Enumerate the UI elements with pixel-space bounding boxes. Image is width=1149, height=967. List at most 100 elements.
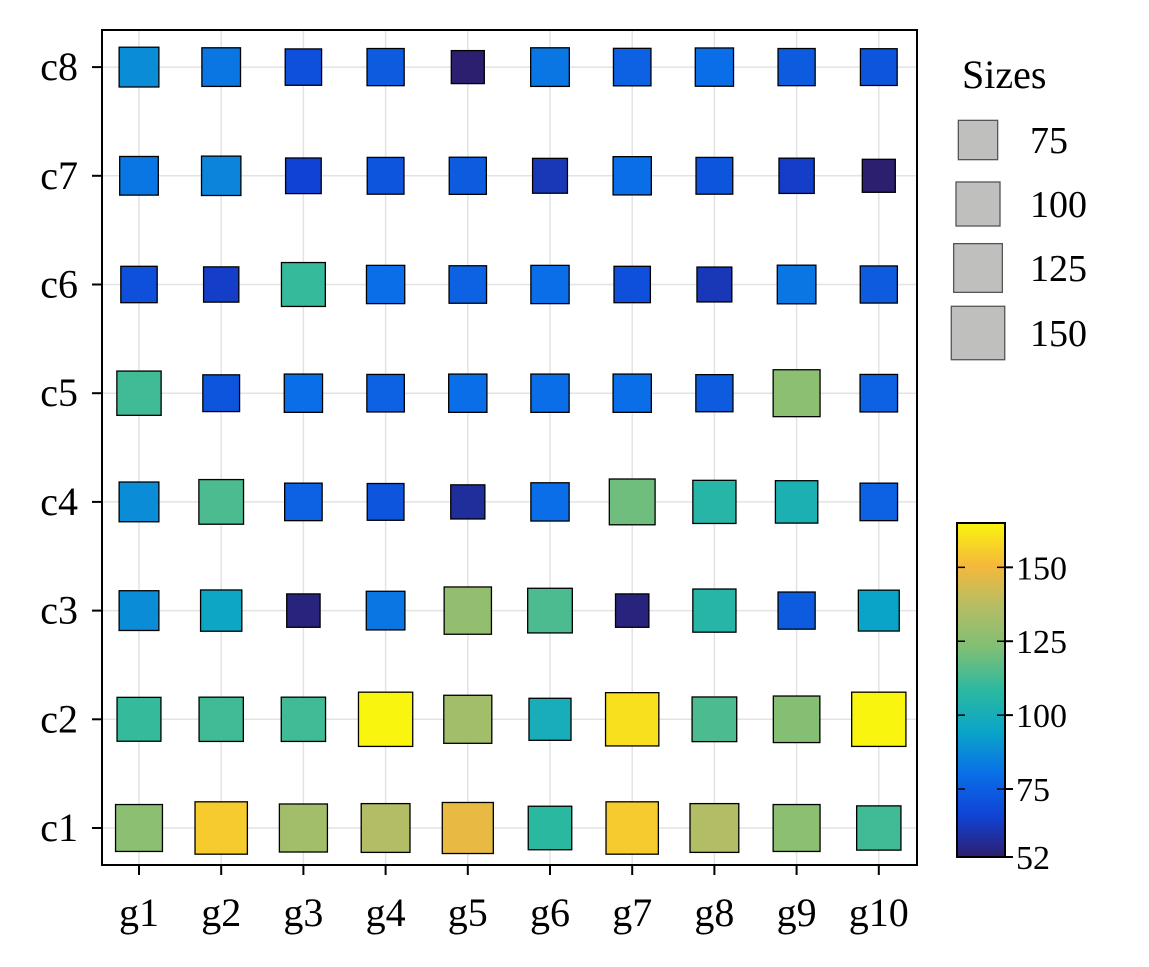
marker-c1-g7 — [605, 801, 660, 855]
size-legend-label-125: 125 — [1030, 248, 1087, 290]
x-tick-label-g5: g5 — [448, 890, 488, 935]
marker-c8-g2 — [201, 47, 242, 88]
marker-c8-g1 — [118, 46, 160, 88]
colorbar-tick-label-52: 52 — [1016, 840, 1050, 877]
marker-c6-g2 — [202, 266, 240, 303]
marker-c4-g3 — [283, 482, 323, 522]
marker-c8-g6 — [530, 47, 570, 88]
x-tick-label-g8: g8 — [694, 890, 734, 935]
marker-c2-g4 — [357, 691, 414, 748]
marker-c3-g3 — [286, 593, 321, 628]
marker-c7-g1 — [119, 155, 159, 196]
marker-c4-g1 — [118, 481, 160, 523]
x-tick-label-g2: g2 — [201, 890, 241, 935]
marker-c7-g10 — [861, 158, 896, 193]
marker-c1-g2 — [194, 801, 249, 855]
marker-c3-g4 — [365, 590, 406, 631]
marker-c1-g4 — [360, 802, 411, 854]
marker-c8-g8 — [694, 47, 735, 87]
marker-c2-g2 — [198, 696, 244, 743]
marker-c7-g6 — [531, 157, 569, 194]
x-tick-label-g7: g7 — [612, 890, 652, 935]
marker-c3-g2 — [199, 589, 243, 632]
marker-c1-g10 — [856, 805, 902, 851]
size-legend-marker-150 — [950, 305, 1006, 361]
marker-c1-g3 — [278, 803, 329, 853]
marker-c3-g9 — [777, 591, 816, 630]
marker-c7-g7 — [612, 156, 652, 196]
marker-c8-g3 — [284, 48, 323, 86]
y-tick-label-c4: c4 — [40, 479, 78, 524]
marker-c6-g9 — [776, 264, 817, 305]
y-tick-label-c2: c2 — [40, 696, 78, 741]
marker-c6-g3 — [280, 261, 327, 308]
y-tick-label-c7: c7 — [40, 153, 78, 198]
marker-c5-g5 — [448, 373, 488, 413]
size-legend-label-100: 100 — [1030, 184, 1087, 226]
marker-c3-g7 — [614, 593, 650, 628]
marker-c1-g9 — [772, 803, 821, 853]
x-tick-label-g3: g3 — [283, 890, 323, 935]
marker-c8-g4 — [366, 47, 405, 87]
size-legend-title: Sizes — [962, 52, 1046, 97]
marker-c7-g3 — [284, 157, 322, 195]
marker-c3-g1 — [118, 590, 160, 632]
marker-c1-g1 — [114, 803, 164, 853]
plot-frame — [101, 29, 918, 866]
colorbar: 52 75 100 125 150 — [956, 522, 1067, 877]
marker-c5-g3 — [283, 373, 324, 413]
marker-c4-g8 — [692, 479, 737, 525]
marker-c8-g10 — [859, 48, 898, 87]
marker-c2-g7 — [604, 691, 660, 747]
axes: g1 g2 g3 g4 g5 g6 g7 g8 g9 g10 c1 c2 c3 c4 c5 c6 c7 c8 — [40, 44, 909, 935]
marker-c6-g8 — [696, 266, 733, 303]
marker-c4-g6 — [530, 482, 570, 522]
y-tick-label-c5: c5 — [40, 370, 78, 415]
marker-c6-g4 — [365, 264, 406, 305]
marker-c4-g7 — [608, 478, 656, 526]
marker-c5-g10 — [859, 373, 899, 413]
colorbar-tick-label-100: 100 — [1016, 698, 1067, 735]
marker-c2-g3 — [280, 696, 327, 743]
size-legend-marker-125 — [952, 242, 1004, 294]
x-tick-label-g9: g9 — [777, 890, 817, 935]
marker-c1-g6 — [527, 805, 573, 851]
marker-c4-g10 — [859, 482, 899, 522]
marker-c7-g5 — [448, 156, 488, 196]
marker-c4-g2 — [198, 478, 245, 525]
colorbar-tick-label-150: 150 — [1016, 550, 1067, 587]
colorbar-tick-label-125: 125 — [1016, 624, 1067, 661]
size-legend-marker-75 — [957, 119, 999, 161]
marker-c5-g9 — [772, 369, 821, 418]
marker-c8-g7 — [612, 47, 652, 87]
marker-c6-g10 — [859, 265, 899, 304]
marker-c7-g2 — [200, 155, 242, 197]
marker-c6-g1 — [120, 265, 158, 304]
marker-c3-g5 — [443, 586, 493, 635]
marker-c1-g8 — [689, 802, 740, 854]
y-tick-label-c8: c8 — [40, 44, 78, 89]
marker-c6-g7 — [613, 265, 652, 304]
marker-c4-g5 — [450, 484, 486, 520]
marker-c2-g8 — [691, 696, 738, 743]
marker-c5-g7 — [612, 373, 652, 413]
y-tick-label-c1: c1 — [40, 805, 78, 850]
marker-c3-g6 — [527, 587, 573, 634]
y-tick-label-c6: c6 — [40, 262, 78, 307]
marker-c3-g10 — [857, 589, 900, 632]
marker-c2-g6 — [528, 697, 572, 741]
x-tick-label-g10: g10 — [849, 890, 909, 935]
marker-c7-g8 — [695, 156, 734, 195]
x-tick-label-g4: g4 — [366, 890, 406, 935]
size-legend: Sizes 75 100 125 150 — [950, 52, 1087, 361]
marker-c6-g6 — [530, 264, 570, 305]
marker-c1-g5 — [441, 801, 494, 855]
x-tick-label-g1: g1 — [119, 890, 159, 935]
colorbar-tick-label-75: 75 — [1016, 772, 1050, 809]
marker-c5-g1 — [116, 370, 162, 416]
x-tick-label-g6: g6 — [530, 890, 570, 935]
marker-c3-g8 — [692, 588, 737, 633]
colorbar-gradient — [956, 522, 1006, 858]
marker-c5-g4 — [366, 373, 406, 413]
